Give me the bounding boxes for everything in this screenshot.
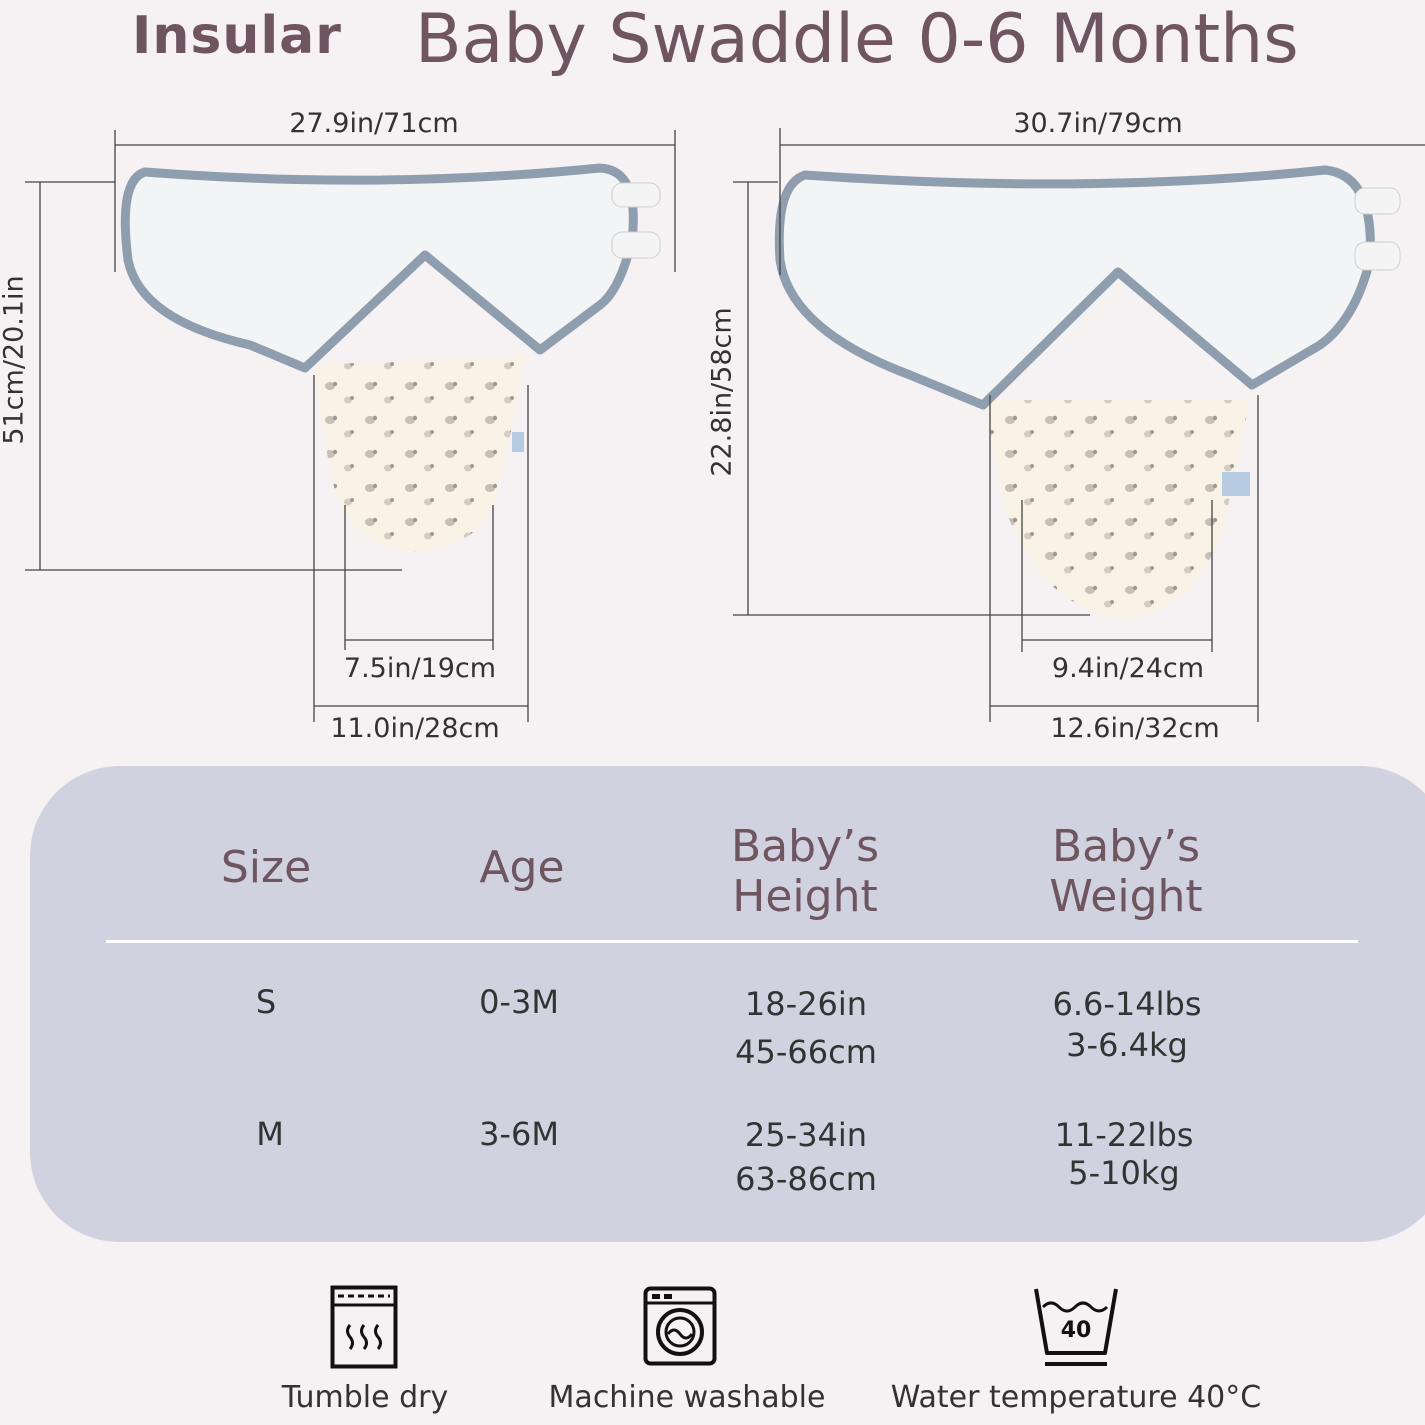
brand-logo: Insular bbox=[132, 6, 342, 66]
row-m-weight-kg: 5-10kg bbox=[1068, 1154, 1180, 1192]
row-m-height-in: 25-34in bbox=[744, 1116, 868, 1154]
header-height: Baby’s Height bbox=[731, 822, 879, 922]
row-m-weight-lbs: 11-22lbs bbox=[1054, 1116, 1194, 1154]
small-width-label: 27.9in/71cm bbox=[289, 108, 459, 139]
medium-dimension-lines bbox=[733, 128, 1425, 722]
row-s-age: 0-3M bbox=[479, 983, 559, 1021]
water-temperature-icon: 40 bbox=[1034, 1288, 1118, 1366]
row-s-weight-lbs: 6.6-14lbs bbox=[1052, 985, 1202, 1023]
medium-bottom-width-label: 9.4in/24cm bbox=[1051, 653, 1205, 684]
small-middle-width-label: 11.0in/28cm bbox=[330, 713, 500, 744]
header-size: Size bbox=[220, 842, 312, 893]
header-weight: Baby’s Weight bbox=[1049, 822, 1202, 922]
small-bottom-width-label: 7.5in/19cm bbox=[343, 653, 497, 684]
small-height-label: 51cm/20.1in bbox=[0, 275, 30, 445]
medium-middle-width-label: 12.6in/32cm bbox=[1050, 713, 1220, 744]
swaddle-diagrams bbox=[25, 128, 1425, 722]
page-title: Baby Swaddle 0-6 Months bbox=[415, 0, 1299, 79]
row-s-height-cm: 45-66cm bbox=[735, 1033, 877, 1071]
tumble-dry-icon bbox=[330, 1285, 398, 1369]
tumble-dry-label: Tumble dry bbox=[281, 1380, 449, 1415]
row-m-height-cm: 63-86cm bbox=[735, 1160, 877, 1198]
washing-machine-icon bbox=[643, 1286, 717, 1366]
table-divider bbox=[106, 940, 1358, 943]
medium-height-label: 22.8in/58cm bbox=[706, 307, 738, 477]
row-s-weight-kg: 3-6.4kg bbox=[1066, 1026, 1188, 1064]
header-weight-line1: Baby’s bbox=[1051, 821, 1201, 872]
small-swaddle-illustration bbox=[120, 163, 661, 552]
row-s-height-in: 18-26in bbox=[744, 985, 868, 1023]
water-temperature-label: Water temperature 40°C bbox=[890, 1380, 1262, 1415]
header-age: Age bbox=[479, 842, 565, 893]
row-m-age: 3-6M bbox=[479, 1115, 559, 1153]
row-m-size: M bbox=[256, 1115, 284, 1153]
medium-swaddle-illustration bbox=[774, 165, 1401, 620]
small-dimension-lines bbox=[25, 130, 676, 722]
header-height-line2: Height bbox=[732, 871, 878, 922]
header-weight-line2: Weight bbox=[1049, 871, 1203, 922]
medium-width-label: 30.7in/79cm bbox=[1013, 108, 1183, 139]
row-s-size: S bbox=[255, 983, 277, 1021]
header-height-line1: Baby’s bbox=[730, 821, 880, 872]
water-temp-value: 40 bbox=[1061, 1318, 1092, 1343]
size-table bbox=[30, 766, 1425, 1242]
machine-washable-label: Machine washable bbox=[548, 1380, 826, 1415]
